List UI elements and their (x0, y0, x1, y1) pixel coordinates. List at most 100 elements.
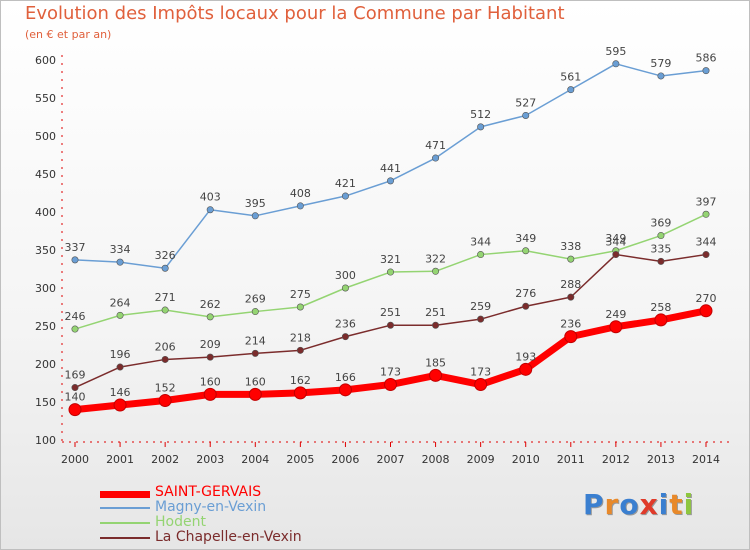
x-tick-label: 2001 (106, 453, 134, 466)
data-point (116, 363, 124, 371)
legend-label: SAINT-GERVAIS (155, 484, 262, 500)
data-label: 421 (335, 177, 356, 190)
data-label: 214 (245, 334, 266, 347)
x-tick-label: 2000 (61, 453, 89, 466)
data-point (477, 315, 485, 323)
data-point (296, 346, 304, 354)
x-tick-label: 2007 (377, 453, 405, 466)
data-label: 160 (200, 375, 221, 388)
data-label: 251 (380, 306, 401, 319)
data-label: 512 (470, 108, 491, 121)
data-label: 251 (425, 306, 446, 319)
y-tick-label: 250 (35, 320, 56, 333)
data-label: 169 (65, 369, 86, 382)
data-label: 408 (290, 187, 311, 200)
x-tick-label: 2011 (557, 453, 585, 466)
data-point (477, 123, 485, 131)
data-point (477, 251, 485, 259)
data-point (702, 210, 710, 218)
data-label: 162 (290, 374, 311, 387)
data-point (251, 349, 259, 357)
data-point (657, 232, 665, 240)
data-label: 322 (425, 252, 446, 265)
data-label: 193 (515, 350, 536, 363)
data-point (206, 313, 214, 321)
y-tick-label: 150 (35, 396, 56, 409)
data-point (522, 302, 530, 310)
data-point (519, 362, 533, 376)
data-point (248, 387, 262, 401)
data-label: 140 (65, 391, 86, 404)
data-label: 344 (696, 236, 717, 249)
x-tick-label: 2004 (241, 453, 269, 466)
data-label: 471 (425, 139, 446, 152)
chart-title: Evolution des Impôts locaux pour la Comm… (25, 3, 565, 24)
x-tick-label: 2002 (151, 453, 179, 466)
data-point (699, 304, 713, 318)
y-tick-label: 450 (35, 168, 56, 181)
data-label: 326 (155, 249, 176, 262)
data-point (657, 257, 665, 265)
data-label: 561 (560, 71, 581, 84)
data-label: 262 (200, 298, 221, 311)
data-label: 586 (696, 52, 717, 65)
x-tick-label: 2012 (602, 453, 630, 466)
data-point (474, 378, 488, 392)
data-point (612, 251, 620, 259)
data-point (71, 256, 79, 264)
data-point (71, 384, 79, 392)
data-point (161, 355, 169, 363)
data-label: 397 (696, 195, 717, 208)
x-tick-label: 2003 (196, 453, 224, 466)
data-point (206, 353, 214, 361)
data-label: 218 (290, 331, 311, 344)
data-point (522, 111, 530, 119)
data-point (567, 293, 575, 301)
data-label: 335 (650, 242, 671, 255)
data-label: 185 (425, 356, 446, 369)
data-label: 259 (470, 300, 491, 313)
y-tick-label: 200 (35, 358, 56, 371)
data-label: 269 (245, 293, 266, 306)
data-point (203, 387, 217, 401)
data-point (432, 267, 440, 275)
data-label: 527 (515, 96, 536, 109)
data-point (341, 333, 349, 341)
y-tick-label: 600 (35, 54, 56, 67)
data-label: 344 (605, 236, 626, 249)
data-point (522, 247, 530, 255)
x-tick-label: 2008 (422, 453, 450, 466)
data-label: 369 (650, 217, 671, 230)
data-point (612, 60, 620, 68)
data-label: 271 (155, 291, 176, 304)
data-label: 264 (110, 296, 131, 309)
legend-swatch (100, 522, 150, 524)
data-point (564, 330, 578, 344)
data-point (296, 303, 304, 311)
data-point (702, 67, 710, 75)
data-label: 173 (380, 366, 401, 379)
data-point (158, 393, 172, 407)
data-label: 249 (605, 308, 626, 321)
data-point (386, 321, 394, 329)
data-point (293, 386, 307, 400)
x-tick-label: 2005 (286, 453, 314, 466)
data-point (654, 313, 668, 327)
data-label: 258 (650, 301, 671, 314)
data-label: 173 (470, 366, 491, 379)
data-label: 349 (605, 232, 626, 245)
x-tick-label: 2013 (647, 453, 675, 466)
y-tick-label: 350 (35, 244, 56, 257)
data-label: 403 (200, 191, 221, 204)
data-point (251, 212, 259, 220)
data-label: 349 (515, 232, 536, 245)
data-label: 441 (380, 162, 401, 175)
x-tick-label: 2014 (692, 453, 720, 466)
data-point (657, 72, 665, 80)
data-point (432, 321, 440, 329)
chart-subtitle: (en € et par an) (25, 28, 112, 41)
data-point (702, 251, 710, 259)
data-point (341, 192, 349, 200)
